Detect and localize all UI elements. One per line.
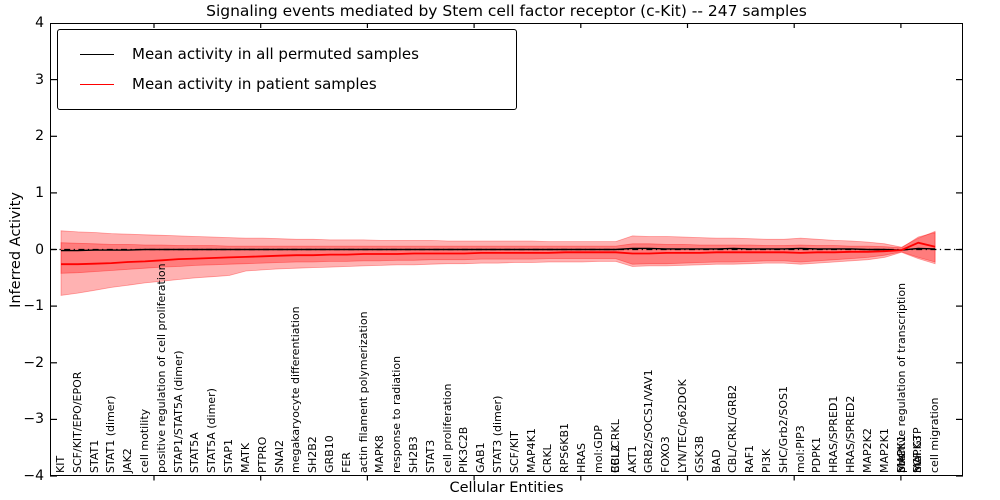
x-tick-label: SHC/Grb2/SOS1 (776, 386, 790, 473)
x-tick-label: PTPRO (255, 436, 269, 473)
x-tick-label: PIK3C2B (457, 426, 471, 473)
x-tick-label: SCF/KIT (507, 431, 521, 473)
chart-title: Signaling events mediated by Stem cell f… (206, 2, 807, 20)
x-tick-label: GAB1 (474, 442, 488, 473)
x-tick-label: CBL/CRKL/GRB2 (726, 384, 740, 473)
x-tick-label: positive regulation of cell proliferatio… (154, 263, 168, 473)
x-tick-label: GRB2/SOCS1/VAV1 (642, 369, 656, 473)
x-tick-label: PI3K (760, 448, 774, 473)
x-tick-label: SH2B3 (407, 436, 420, 473)
x-tick-label: FOXO3 (659, 436, 673, 473)
x-tick-label: PDPK1 (810, 437, 824, 473)
y-tick-label: 1 (35, 184, 44, 201)
x-tick-label: FER (339, 452, 353, 473)
x-tick-label: cell proliferation (440, 383, 454, 473)
x-tick-label: GSK3B (692, 435, 706, 473)
x-tick-label: GRB10 (322, 435, 336, 473)
x-tick-label: RAF1 (743, 444, 757, 473)
legend-item-label: Mean activity in all permuted samples (132, 45, 419, 63)
legend: Mean activity in all permuted samples Me… (57, 29, 517, 110)
y-tick-label: −4 (23, 468, 44, 484)
x-tick-label: SNAI2 (272, 440, 286, 473)
x-tick-label: HRAS/SPRED2 (844, 395, 858, 473)
y-tick-label: 2 (35, 128, 44, 145)
x-tick-label: STAT5A (dimer) (205, 388, 219, 473)
x-tick-label: BAD (709, 449, 723, 473)
x-tick-label: STAP1 (222, 438, 236, 473)
legend-item-label: Mean activity in patient samples (132, 75, 377, 93)
x-tick-label: mol:PIP3 (793, 425, 807, 473)
x-tick-label: LYN/TEC/p62DOK (675, 379, 689, 473)
x-tick-label: SCF/KIT/EPO/EPOR (70, 371, 84, 473)
x-tick-label: STAP1/STAT5A (dimer) (171, 350, 185, 473)
x-tick-label: AKT1 (625, 445, 639, 473)
x-tick-label: MAP2K1 (877, 428, 891, 473)
x-tick-label: megakaryocyte differentiation (289, 306, 303, 473)
x-tick-label: MAP4K1 (524, 428, 538, 473)
x-tick-label: STAT5A (188, 432, 202, 473)
x-tick-label: STAT3 (423, 439, 437, 473)
x-tick-label: SH2B2 (306, 436, 320, 473)
x-tick-label: JAK2 (121, 448, 135, 473)
x-tick-label: actin filament polymerization (356, 311, 370, 473)
x-tick-label: MAPK8 (373, 435, 387, 473)
y-tick-label: −3 (23, 411, 44, 428)
y-tick-label: 0 (35, 241, 44, 258)
x-tick-label: BCL2 (608, 444, 622, 473)
permuted-mean-line (61, 247, 936, 252)
x-tick-label: HRAS/SPRED1 (827, 395, 841, 473)
x-tick-label: MATK (238, 442, 252, 473)
x-tick-label: SCF (911, 452, 925, 473)
patient-line-sample-icon (80, 83, 114, 85)
plot-area (50, 23, 963, 481)
y-tick-label: 3 (35, 71, 44, 88)
x-tick-label: CRKL (541, 444, 555, 473)
x-tick-label: SHC (894, 450, 908, 473)
legend-item-patient: Mean activity in patient samples (70, 69, 504, 99)
legend-item-permuted: Mean activity in all permuted samples (70, 39, 504, 69)
x-axis-label: Cellular Entities (449, 480, 564, 496)
x-tick-label: mol:GDP (591, 425, 605, 473)
y-tick-label: −2 (23, 354, 44, 371)
x-tick-label: MAP2K2 (860, 428, 874, 473)
x-tick-label: STAT1 (87, 439, 101, 473)
x-tick-label: HRAS (575, 443, 589, 473)
x-tick-label: STAT1 (dimer) (104, 395, 118, 473)
x-tick-label: response to radiation (390, 355, 404, 473)
x-tick-label: cell motility (138, 408, 152, 473)
y-tick-label: 4 (35, 15, 44, 31)
x-tick-label: cell migration (928, 397, 942, 473)
x-tick-label: STAT3 (dimer) (491, 395, 505, 473)
permuted-line-sample-icon (80, 53, 114, 55)
x-tick-label: KIT (54, 455, 67, 473)
x-tick-label: RPS6KB1 (558, 422, 572, 473)
patient-mean-line (61, 241, 936, 266)
y-tick-label: −1 (23, 298, 44, 315)
